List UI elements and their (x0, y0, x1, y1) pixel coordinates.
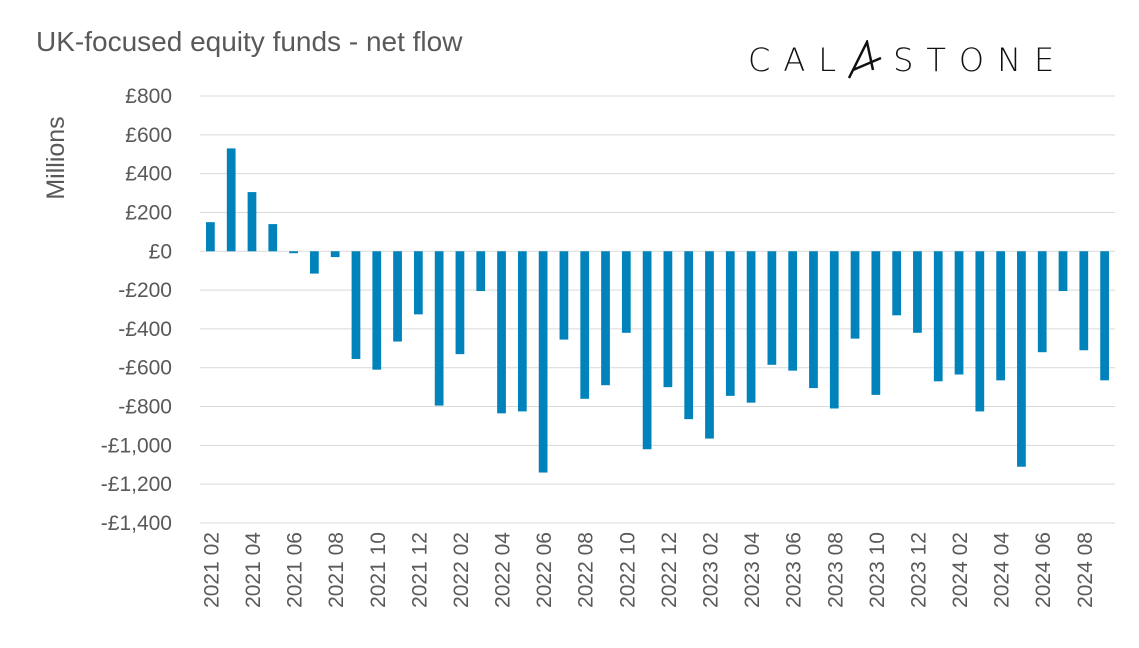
x-tick-label: 2024 04 (991, 532, 1014, 608)
x-tick-label: 2023 12 (907, 532, 930, 608)
bar-2023-04 (746, 251, 756, 403)
bar-2023-10 (871, 251, 881, 395)
x-tick-label: 2024 06 (1032, 532, 1055, 608)
bar-2022-01 (434, 251, 444, 406)
y-tick-label: £200 (125, 201, 172, 224)
bar-2023-08 (829, 251, 839, 409)
bar-2024-03 (975, 251, 985, 412)
x-tick-label: 2024 08 (1074, 532, 1097, 608)
x-tick-label: 2023 10 (866, 532, 889, 608)
bar-2022-07 (559, 251, 569, 340)
bar-2021-11 (393, 251, 402, 342)
bar-2024-04 (996, 251, 1005, 381)
x-tick-label: 2021 04 (242, 532, 265, 608)
bar-2024-02 (954, 251, 964, 375)
y-tick-label: -£600 (118, 357, 172, 380)
x-tick-label: 2023 08 (824, 532, 847, 608)
y-tick-label: £600 (125, 124, 172, 147)
bar-2022-04 (497, 251, 506, 414)
bar-2023-11 (892, 251, 902, 316)
y-tick-label: -£200 (118, 279, 172, 302)
bar-2023-09 (850, 251, 860, 339)
bar-2022-09 (601, 251, 610, 386)
bar-2023-12 (913, 251, 922, 333)
x-tick-label: 2023 02 (699, 532, 722, 608)
bar-2022-11 (642, 251, 652, 450)
y-axis-label: Millions (42, 116, 70, 199)
bar-2024-08 (1079, 251, 1089, 351)
x-tick-label: 2024 02 (949, 532, 972, 608)
y-tick-label: £400 (125, 163, 172, 186)
bar-2021-09 (351, 251, 361, 359)
x-tick-label: 2022 10 (616, 532, 639, 608)
chart-title: UK-focused equity funds - net flow (36, 26, 463, 57)
bar-2023-07 (809, 251, 818, 389)
x-tick-label: 2021 02 (200, 532, 223, 608)
x-tick-label: 2021 08 (325, 532, 348, 608)
x-tick-label: 2021 10 (367, 532, 390, 608)
logo-text-left: CAL (748, 41, 850, 79)
bar-2023-01 (684, 251, 694, 420)
x-tick-label: 2023 06 (783, 532, 806, 608)
bar-2021-07 (310, 251, 319, 274)
bar-2022-02 (455, 251, 465, 355)
y-tick-label: -£1,400 (101, 512, 172, 535)
x-tick-label: 2022 06 (533, 532, 556, 608)
y-tick-label: -£1,000 (101, 434, 172, 457)
y-tick-label: -£400 (118, 318, 172, 341)
bar-2024-07 (1058, 251, 1068, 292)
bar-2023-03 (725, 251, 735, 396)
x-tick-label: 2022 08 (575, 532, 598, 608)
bar-2023-06 (788, 251, 798, 371)
bar-2022-06 (538, 251, 548, 473)
y-tick-label: -£800 (118, 396, 172, 419)
bar-2021-05 (268, 224, 278, 252)
y-tick-label: £800 (125, 85, 172, 108)
bar-2022-12 (663, 251, 673, 388)
bar-2022-10 (621, 251, 631, 333)
calastone-logo: CAL STONE (748, 40, 1067, 80)
bar-2024-06 (1037, 251, 1047, 353)
y-tick-label: £0 (149, 240, 172, 263)
bar-2023-02 (705, 251, 714, 439)
bar-2022-03 (476, 251, 486, 292)
logo-a-icon (847, 40, 882, 79)
logo-text-right: STONE (893, 41, 1068, 79)
bar-2022-08 (580, 251, 590, 399)
bar-2021-02 (206, 222, 215, 252)
bar-2021-04 (247, 192, 257, 252)
bar-2022-05 (517, 251, 527, 412)
x-tick-label: 2022 12 (658, 532, 681, 608)
bar-2024-05 (1017, 251, 1026, 467)
x-tick-label: 2023 04 (741, 532, 764, 608)
x-tick-label: 2021 12 (408, 532, 431, 608)
x-tick-label: 2022 04 (492, 532, 515, 608)
x-tick-label: 2021 06 (284, 532, 307, 608)
bar-2023-05 (767, 251, 777, 365)
bar-2024-09 (1100, 251, 1109, 381)
bar-2021-08 (330, 251, 340, 258)
bar-2021-03 (226, 148, 236, 252)
bar-2021-10 (372, 251, 382, 370)
bar-2021-06 (289, 251, 298, 254)
y-tick-label: -£1,200 (101, 473, 172, 496)
x-tick-label: 2022 02 (450, 532, 473, 608)
bar-2021-12 (413, 251, 423, 315)
bar-2024-01 (933, 251, 943, 382)
